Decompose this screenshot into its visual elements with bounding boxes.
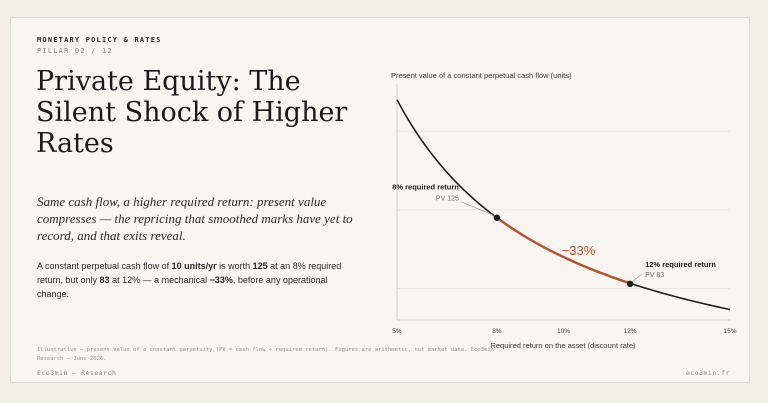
body-text-part: at 12% — a mechanical xyxy=(109,275,210,285)
footer-url[interactable]: eco3min.fr xyxy=(685,369,730,377)
body-text-part: A constant perpetual cash flow of xyxy=(37,261,172,271)
footer-brand: Eco3min — Research xyxy=(37,369,117,377)
change-value: −33% xyxy=(209,275,233,285)
pv-12-value: 83 xyxy=(99,275,110,285)
grid xyxy=(397,130,730,289)
leader-line xyxy=(631,273,643,283)
x-tick-label: 10% xyxy=(557,328,570,335)
footnote: Illustrative — present value of a consta… xyxy=(37,347,494,362)
y-axis-label: Present value of a constant perpetual ca… xyxy=(391,71,572,80)
change-label: −33% xyxy=(562,243,596,258)
page-title: Private Equity: The Silent Shock of High… xyxy=(36,66,348,159)
leader-line xyxy=(460,201,496,217)
highlight-points: 8% required return PV 125 12% required ret… xyxy=(392,183,716,288)
x-tick-label: 12% xyxy=(624,328,637,335)
subtitle: Same cash flow, a higher required return… xyxy=(37,194,353,243)
pillar-counter: PILLAR 02 / 12 xyxy=(37,47,113,55)
point-12pct-label: 12% required return xyxy=(645,260,716,269)
x-tick-label: 15% xyxy=(723,328,736,335)
point-8pct xyxy=(493,214,501,221)
body-text-part: at an 8% required return, but only xyxy=(37,261,342,285)
body-text-part: , before any operational change. xyxy=(37,275,328,299)
point-8pct-value: PV 125 xyxy=(436,196,459,203)
report-card xyxy=(10,17,750,383)
point-12pct-value: PV 83 xyxy=(645,272,664,279)
x-ticks: 5% 8% 10% 12% 15% xyxy=(392,328,736,335)
section-kicker: MONETARY POLICY & RATES xyxy=(37,36,162,44)
pv-8-value: 125 xyxy=(252,261,268,271)
body-text: A constant perpetual cash flow of 10 uni… xyxy=(37,259,353,301)
x-axis-label: Required return on the asset (discount r… xyxy=(490,341,636,350)
body-text-part: is worth xyxy=(216,261,253,271)
point-12pct xyxy=(626,280,634,288)
pv-curve-highlight xyxy=(496,216,631,285)
x-tick-label: 5% xyxy=(392,328,402,335)
x-tick-label: 8% xyxy=(492,328,502,335)
point-8pct-label: 8% required return xyxy=(392,183,459,192)
cash-flow-value: 10 units/yr xyxy=(171,261,217,271)
